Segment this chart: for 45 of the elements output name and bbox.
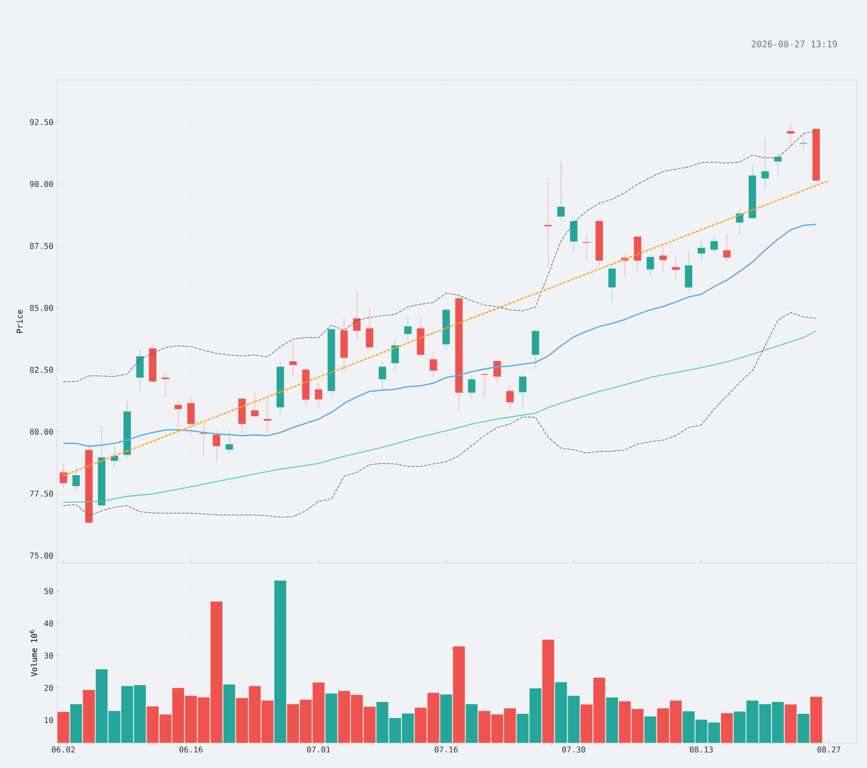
candlestick [162,372,170,398]
candlestick [710,234,718,253]
candlestick [684,250,693,292]
candlestick [314,382,322,408]
candlestick [774,152,782,176]
candlestick [352,290,361,342]
candlestick [404,315,412,340]
candlestick [672,256,680,280]
candlestick [110,445,118,467]
candlestick [72,468,80,492]
candlestick [429,351,438,377]
candlestick [544,177,552,268]
candlestick [761,136,770,190]
candlestick [468,374,476,400]
candlestick [59,464,68,488]
text: 2026-08-27 13:19 [752,40,837,48]
candlestick [493,359,502,384]
line-series [62,224,817,447]
candlestick [659,246,667,272]
candlestick [378,362,386,390]
candlestick [289,340,297,377]
candlestick [187,396,195,436]
line-series [63,130,816,382]
candlestick [608,266,616,304]
candlestick [582,233,590,262]
candlestick [264,397,272,433]
candlestick [212,430,220,463]
candlestick [366,307,374,351]
candlestick [722,232,731,262]
candlestick [480,371,488,399]
candlestick [786,122,795,146]
candlestick [736,208,744,236]
candlestick [136,348,144,392]
candlestick [506,384,514,410]
candlestick [697,238,706,260]
candlestick [225,430,234,454]
candlestick [391,338,400,372]
candlestick [250,392,259,418]
candlestick [646,254,654,278]
candlestick [557,160,565,222]
candlestick [799,132,808,151]
candlestick [518,374,527,410]
candlestick [174,401,182,426]
candlestick [200,422,208,458]
candlestick [570,217,578,253]
